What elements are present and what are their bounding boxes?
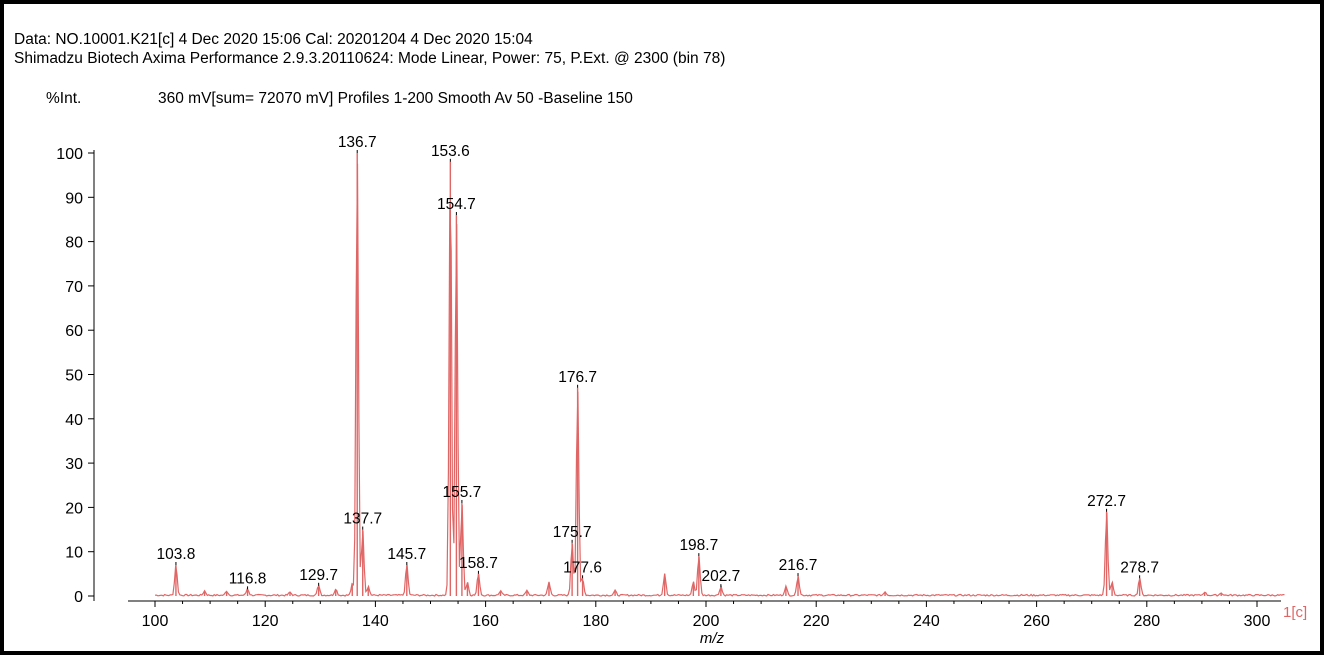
x-tick-label-200: 200 <box>693 613 720 630</box>
x-tick-label-240: 240 <box>913 613 940 630</box>
peak-label-176.7: 176.7 <box>558 369 597 386</box>
y-tick-label-10: 10 <box>65 545 83 562</box>
y-tick-label-0: 0 <box>74 589 83 606</box>
data-info-line: Data: NO.10001.K21[c] 4 Dec 2020 15:06 C… <box>14 31 533 48</box>
peak-label-202.7: 202.7 <box>701 568 740 585</box>
x-tick-label-180: 180 <box>582 613 609 630</box>
y-tick-label-70: 70 <box>65 279 83 296</box>
peak-label-116.8: 116.8 <box>229 570 267 587</box>
x-tick-label-120: 120 <box>252 613 279 630</box>
x-tick-label-100: 100 <box>142 613 169 630</box>
peak-label-145.7: 145.7 <box>387 546 426 563</box>
spectrum-profile-line <box>154 163 1285 597</box>
spectrum-trace <box>154 153 1285 597</box>
x-tick-label-140: 140 <box>362 613 389 630</box>
acquisition-info: 360 mV[sum= 72070 mV] Profiles 1-200 Smo… <box>158 90 633 107</box>
x-tick-label-260: 260 <box>1023 613 1050 630</box>
intensity-axis-label: %Int. <box>46 90 81 107</box>
peak-label-136.7: 136.7 <box>338 134 377 151</box>
peak-labels: 103.8 116.8 129.7 136.7 137.7 145.7 153.6 154.7… <box>157 134 1159 590</box>
trace-tag: 1[c] <box>1283 604 1307 621</box>
x-axis-label: m/z <box>700 630 725 647</box>
y-axis-ticks: 0 10 20 30 40 50 60 70 80 90 100 <box>56 146 94 606</box>
y-tick-label-20: 20 <box>65 500 83 517</box>
peak-label-154.7: 154.7 <box>437 196 476 213</box>
y-tick-label-60: 60 <box>65 323 83 340</box>
peak-label-103.8: 103.8 <box>157 546 196 563</box>
x-tick-label-300: 300 <box>1244 613 1271 630</box>
peak-label-158.7: 158.7 <box>459 555 498 572</box>
peak-label-198.7: 198.7 <box>679 537 718 554</box>
y-tick-label-50: 50 <box>65 368 83 385</box>
y-tick-label-90: 90 <box>65 190 83 207</box>
peak-label-129.7: 129.7 <box>299 567 338 584</box>
peak-label-155.7: 155.7 <box>443 484 482 501</box>
x-tick-label-160: 160 <box>472 613 499 630</box>
peak-label-272.7: 272.7 <box>1087 493 1126 510</box>
y-tick-label-80: 80 <box>65 235 83 252</box>
peak-label-177.6: 177.6 <box>563 559 602 576</box>
x-tick-label-280: 280 <box>1133 613 1160 630</box>
instrument-info-line: Shimadzu Biotech Axima Performance 2.9.3… <box>14 50 725 67</box>
y-tick-label-30: 30 <box>65 456 83 473</box>
peak-label-137.7: 137.7 <box>343 511 382 528</box>
peak-label-153.6: 153.6 <box>431 143 470 160</box>
x-axis-ticks: 100 120 140 160 180 200 220 240 260 280 300 <box>142 601 1271 630</box>
peak-label-278.7: 278.7 <box>1120 559 1159 576</box>
y-tick-label-40: 40 <box>65 412 83 429</box>
x-tick-label-220: 220 <box>803 613 830 630</box>
peak-label-216.7: 216.7 <box>779 557 818 574</box>
peak-label-175.7: 175.7 <box>553 524 592 541</box>
y-tick-label-100: 100 <box>56 146 83 163</box>
